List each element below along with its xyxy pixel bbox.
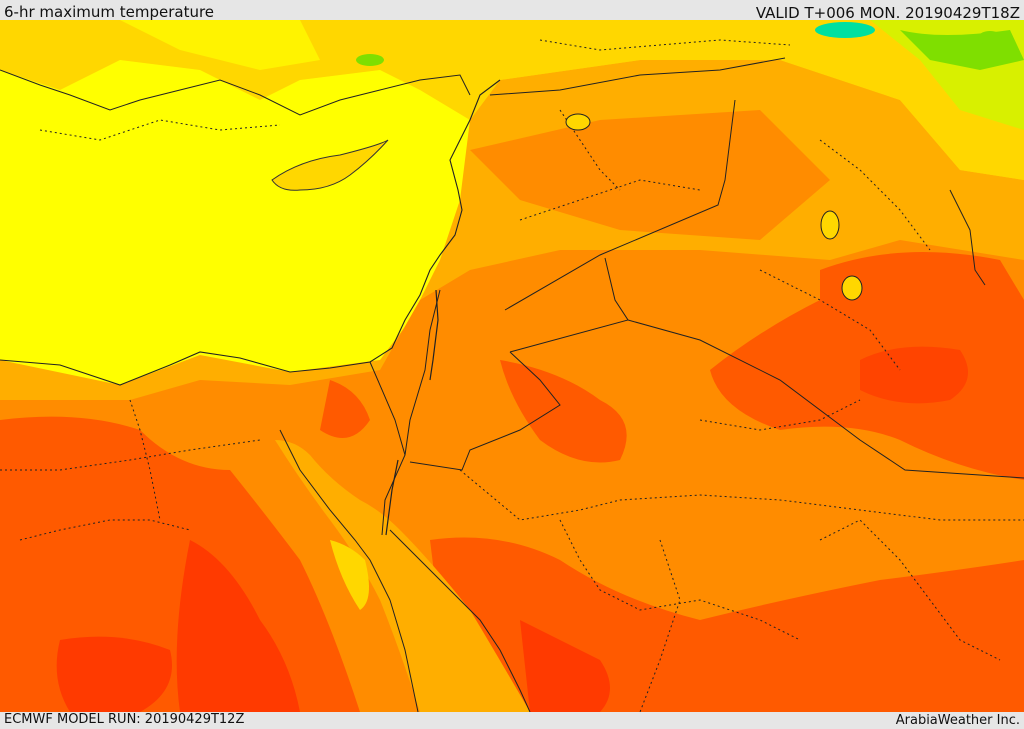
lake-icon xyxy=(820,210,840,240)
map-canvas xyxy=(0,20,1024,712)
cyprus-island xyxy=(271,139,389,191)
temperature-map[interactable] xyxy=(0,20,1024,712)
hottest-zone-egypt xyxy=(176,540,300,712)
province-borders xyxy=(0,39,1024,712)
map-title: 6-hr maximum temperature xyxy=(4,3,215,21)
credit-label: ArabiaWeather Inc. xyxy=(895,713,1020,728)
red-sea xyxy=(275,440,530,712)
national-borders xyxy=(369,57,1024,536)
header-bar: 6-hr maximum temperature VALID T+006 MON… xyxy=(0,0,1024,22)
model-run-label: ECMWF MODEL RUN: 20190429T12Z xyxy=(4,712,245,727)
valid-time: VALID T+006 MON. 20190429T18Z xyxy=(755,4,1020,22)
turkey-coastline xyxy=(0,69,471,116)
coastline xyxy=(0,79,501,386)
footer-bar: ECMWF MODEL RUN: 20190429T12Z ArabiaWeat… xyxy=(0,712,1024,729)
coldest-spot xyxy=(815,22,875,38)
syria-hot-zone xyxy=(470,110,830,240)
